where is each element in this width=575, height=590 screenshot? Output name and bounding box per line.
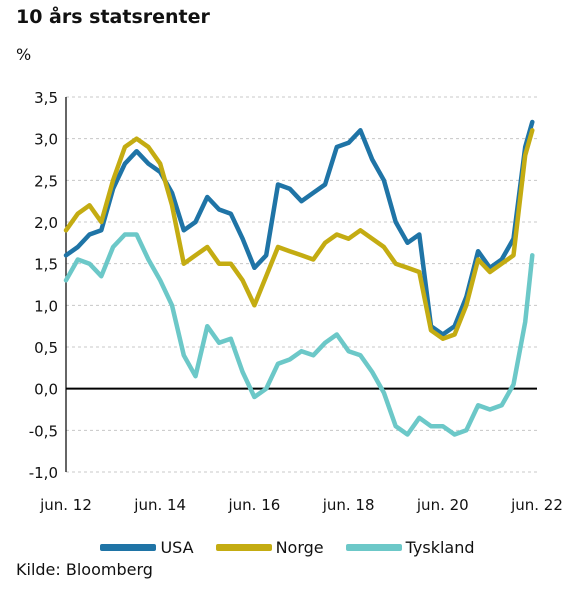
x-tick-label: jun. 20: [416, 496, 469, 514]
legend-label-norge: Norge: [275, 538, 324, 557]
chart-title: 10 års statsrenter: [16, 6, 210, 28]
legend-label-usa: USA: [160, 538, 194, 557]
legend: USA Norge Tyskland: [0, 538, 575, 557]
series-line-norge: [63, 128, 535, 341]
x-tick-label: jun. 14: [133, 496, 186, 514]
y-tick-label: 0,0: [34, 381, 58, 399]
y-tick-label: 1,0: [34, 297, 58, 315]
x-tick-label: jun. 22: [510, 496, 563, 514]
series-line-usa: [63, 119, 535, 337]
legend-swatch-norge: [215, 544, 272, 551]
x-tick-label: jun. 12: [39, 496, 92, 514]
x-tick-label: jun. 18: [322, 496, 375, 514]
legend-item-tyskland: Tyskland: [345, 538, 475, 557]
series-line-tyskland: [63, 232, 535, 437]
y-axis-ticks: 3,5 3,0 2,5 2,0 1,5 1,0 0,5 0,0 -0,5 -1,0: [29, 89, 58, 482]
y-tick-label: 0,5: [34, 339, 58, 357]
legend-item-usa: USA: [100, 538, 194, 557]
y-tick-label: 1,5: [34, 256, 58, 274]
y-tick-label: 2,0: [34, 214, 58, 232]
y-tick-label: 2,5: [34, 172, 58, 190]
y-tick-label: -1,0: [29, 464, 58, 482]
legend-item-norge: Norge: [215, 538, 324, 557]
x-axis-ticks: jun. 12 jun. 14 jun. 16 jun. 18 jun. 20 jun. …: [39, 496, 563, 514]
legend-swatch-tyskland: [345, 544, 402, 551]
y-tick-label: 3,0: [34, 131, 58, 149]
legend-label-tyskland: Tyskland: [405, 538, 475, 557]
legend-swatch-usa: [100, 544, 157, 551]
y-tick-label: -0,5: [29, 422, 58, 440]
gridlines: [66, 96, 537, 473]
y-tick-label: 3,5: [34, 89, 58, 107]
series-lines: [63, 119, 535, 437]
line-chart: 3,5 3,0 2,5 2,0 1,5 1,0 0,5 0,0 -0,5 -1,0 jun. 12…: [29, 89, 563, 514]
y-axis-unit: %: [16, 45, 32, 64]
source-note: Kilde: Bloomberg: [16, 560, 153, 579]
x-tick-label: jun. 16: [227, 496, 280, 514]
